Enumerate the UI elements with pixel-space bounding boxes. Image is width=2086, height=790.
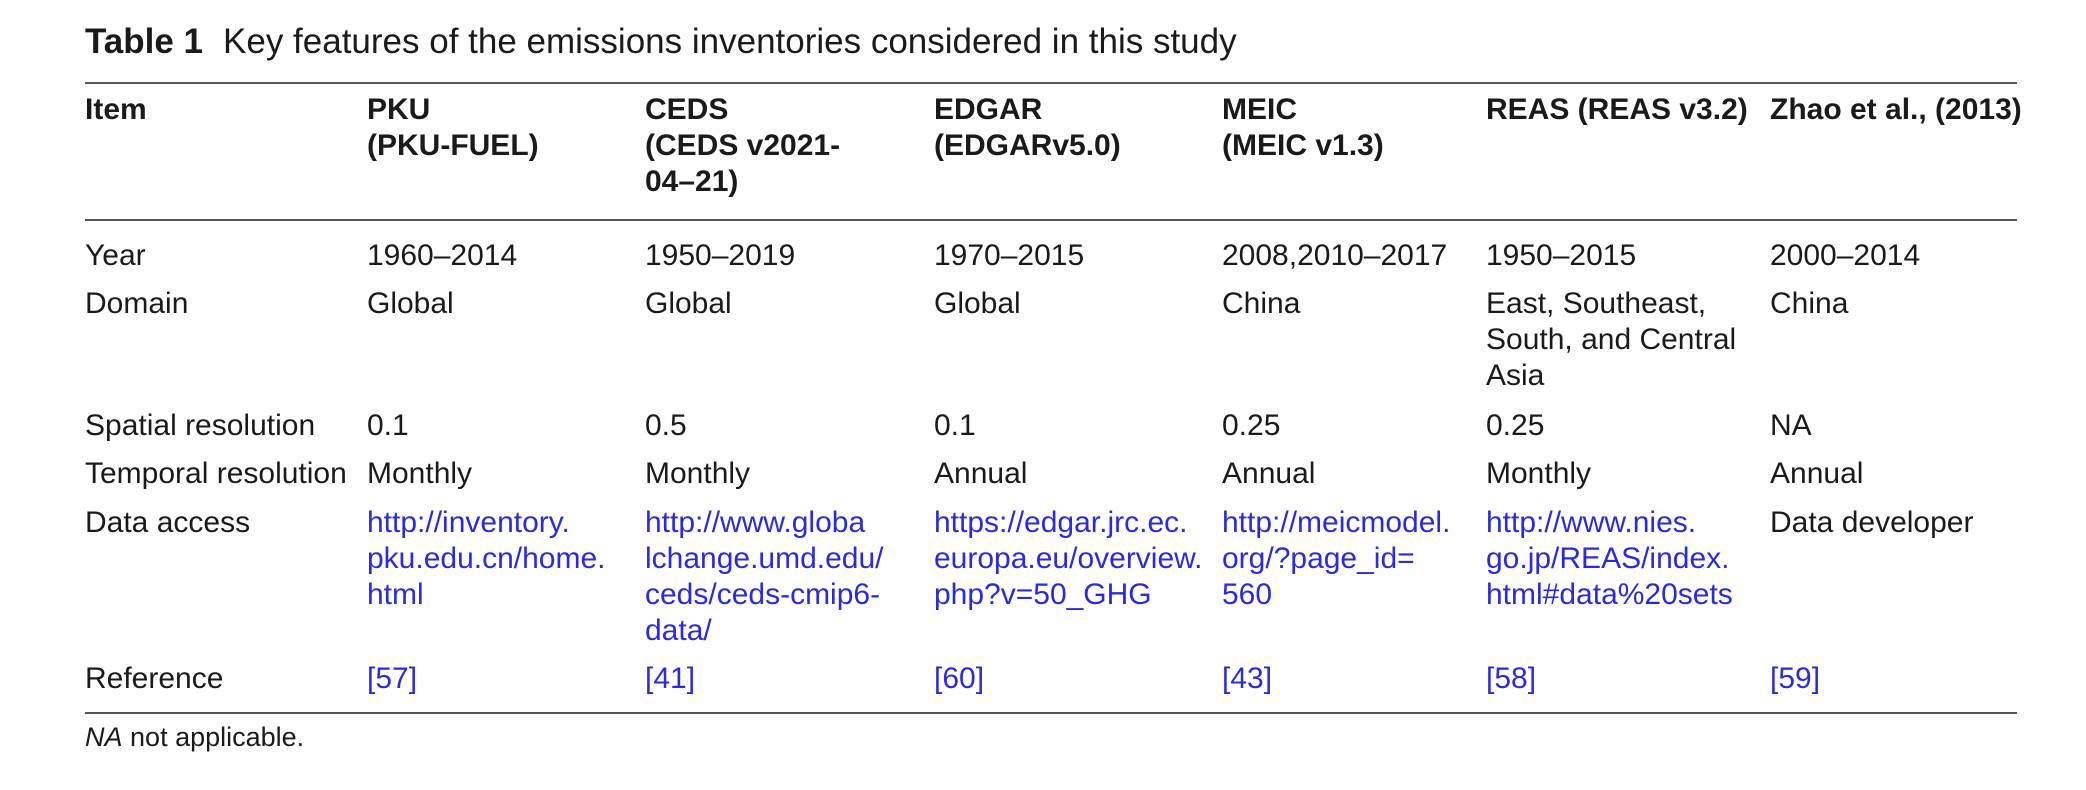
link-pku[interactable]: http://inventory. pku.edu.cn/home. html xyxy=(367,506,606,611)
ref-link-edgar[interactable]: [60] xyxy=(934,662,985,695)
footnote-abbreviation: NA xyxy=(85,722,123,752)
cell-temporal-edgar: Annual xyxy=(934,457,1028,490)
bottom-rule xyxy=(85,712,2017,714)
row-label-spatial: Spatial resolution xyxy=(85,409,316,442)
footnote-text: not applicable. xyxy=(130,722,305,752)
table-caption: Table 1 Key features of the emissions inv… xyxy=(85,22,1237,62)
header-meic: MEIC (MEIC v1.3) xyxy=(1222,93,1384,162)
header-reas: REAS (REAS v3.2) xyxy=(1486,93,1748,126)
cell-spatial-ceds: 0.5 xyxy=(645,409,687,442)
link-edgar[interactable]: https://edgar.jrc.ec. europa.eu/overview… xyxy=(934,506,1203,611)
header-item: Item xyxy=(85,93,147,126)
cell-domain-meic: China xyxy=(1222,287,1301,320)
ref-link-pku[interactable]: [57] xyxy=(367,662,418,695)
header-ceds: CEDS (CEDS v2021- 04–21) xyxy=(645,93,841,198)
cell-temporal-zhao: Annual xyxy=(1770,457,1864,490)
cell-temporal-meic: Annual xyxy=(1222,457,1316,490)
row-label-year: Year xyxy=(85,239,146,272)
ref-link-ceds[interactable]: [41] xyxy=(645,662,696,695)
row-label-reference: Reference xyxy=(85,662,224,695)
cell-spatial-pku: 0.1 xyxy=(367,409,409,442)
cell-year-reas: 1950–2015 xyxy=(1486,239,1637,272)
cell-temporal-ceds: Monthly xyxy=(645,457,751,490)
cell-year-pku: 1960–2014 xyxy=(367,239,518,272)
row-label-access: Data access xyxy=(85,506,251,539)
header-zhao: Zhao et al., (2013) xyxy=(1770,93,2022,126)
header-rule xyxy=(85,219,2017,221)
table-footnote: NA not applicable. xyxy=(85,722,304,753)
cell-domain-edgar: Global xyxy=(934,287,1021,320)
cell-domain-ceds: Global xyxy=(645,287,732,320)
ref-link-reas[interactable]: [58] xyxy=(1486,662,1537,695)
cell-temporal-reas: Monthly xyxy=(1486,457,1592,490)
table-number: Table 1 xyxy=(85,22,204,61)
cell-domain-zhao: China xyxy=(1770,287,1849,320)
ref-link-meic[interactable]: [43] xyxy=(1222,662,1273,695)
cell-access-zhao: Data developer xyxy=(1770,506,1974,539)
ref-link-zhao[interactable]: [59] xyxy=(1770,662,1821,695)
table-title: Key features of the emissions inventorie… xyxy=(223,22,1237,61)
top-rule xyxy=(85,82,2017,84)
cell-year-meic: 2008,2010–2017 xyxy=(1222,239,1448,272)
cell-spatial-edgar: 0.1 xyxy=(934,409,976,442)
link-reas[interactable]: http://www.nies. go.jp/REAS/index. html#… xyxy=(1486,506,1733,611)
link-ceds[interactable]: http://www.globa lchange.umd.edu/ ceds/c… xyxy=(645,506,884,647)
row-label-domain: Domain xyxy=(85,287,189,320)
cell-spatial-reas: 0.25 xyxy=(1486,409,1545,442)
row-label-temporal: Temporal resolution xyxy=(85,457,347,490)
cell-domain-reas: East, Southeast, South, and Central Asia xyxy=(1486,287,1737,392)
cell-year-zhao: 2000–2014 xyxy=(1770,239,1921,272)
cell-year-edgar: 1970–2015 xyxy=(934,239,1085,272)
link-meic[interactable]: http://meicmodel. org/?page_id= 560 xyxy=(1222,506,1451,611)
cell-domain-pku: Global xyxy=(367,287,454,320)
cell-spatial-meic: 0.25 xyxy=(1222,409,1281,442)
cell-year-ceds: 1950–2019 xyxy=(645,239,796,272)
header-edgar: EDGAR (EDGARv5.0) xyxy=(934,93,1121,162)
cell-spatial-zhao: NA xyxy=(1770,409,1812,442)
cell-temporal-pku: Monthly xyxy=(367,457,473,490)
header-pku: PKU (PKU-FUEL) xyxy=(367,93,539,162)
